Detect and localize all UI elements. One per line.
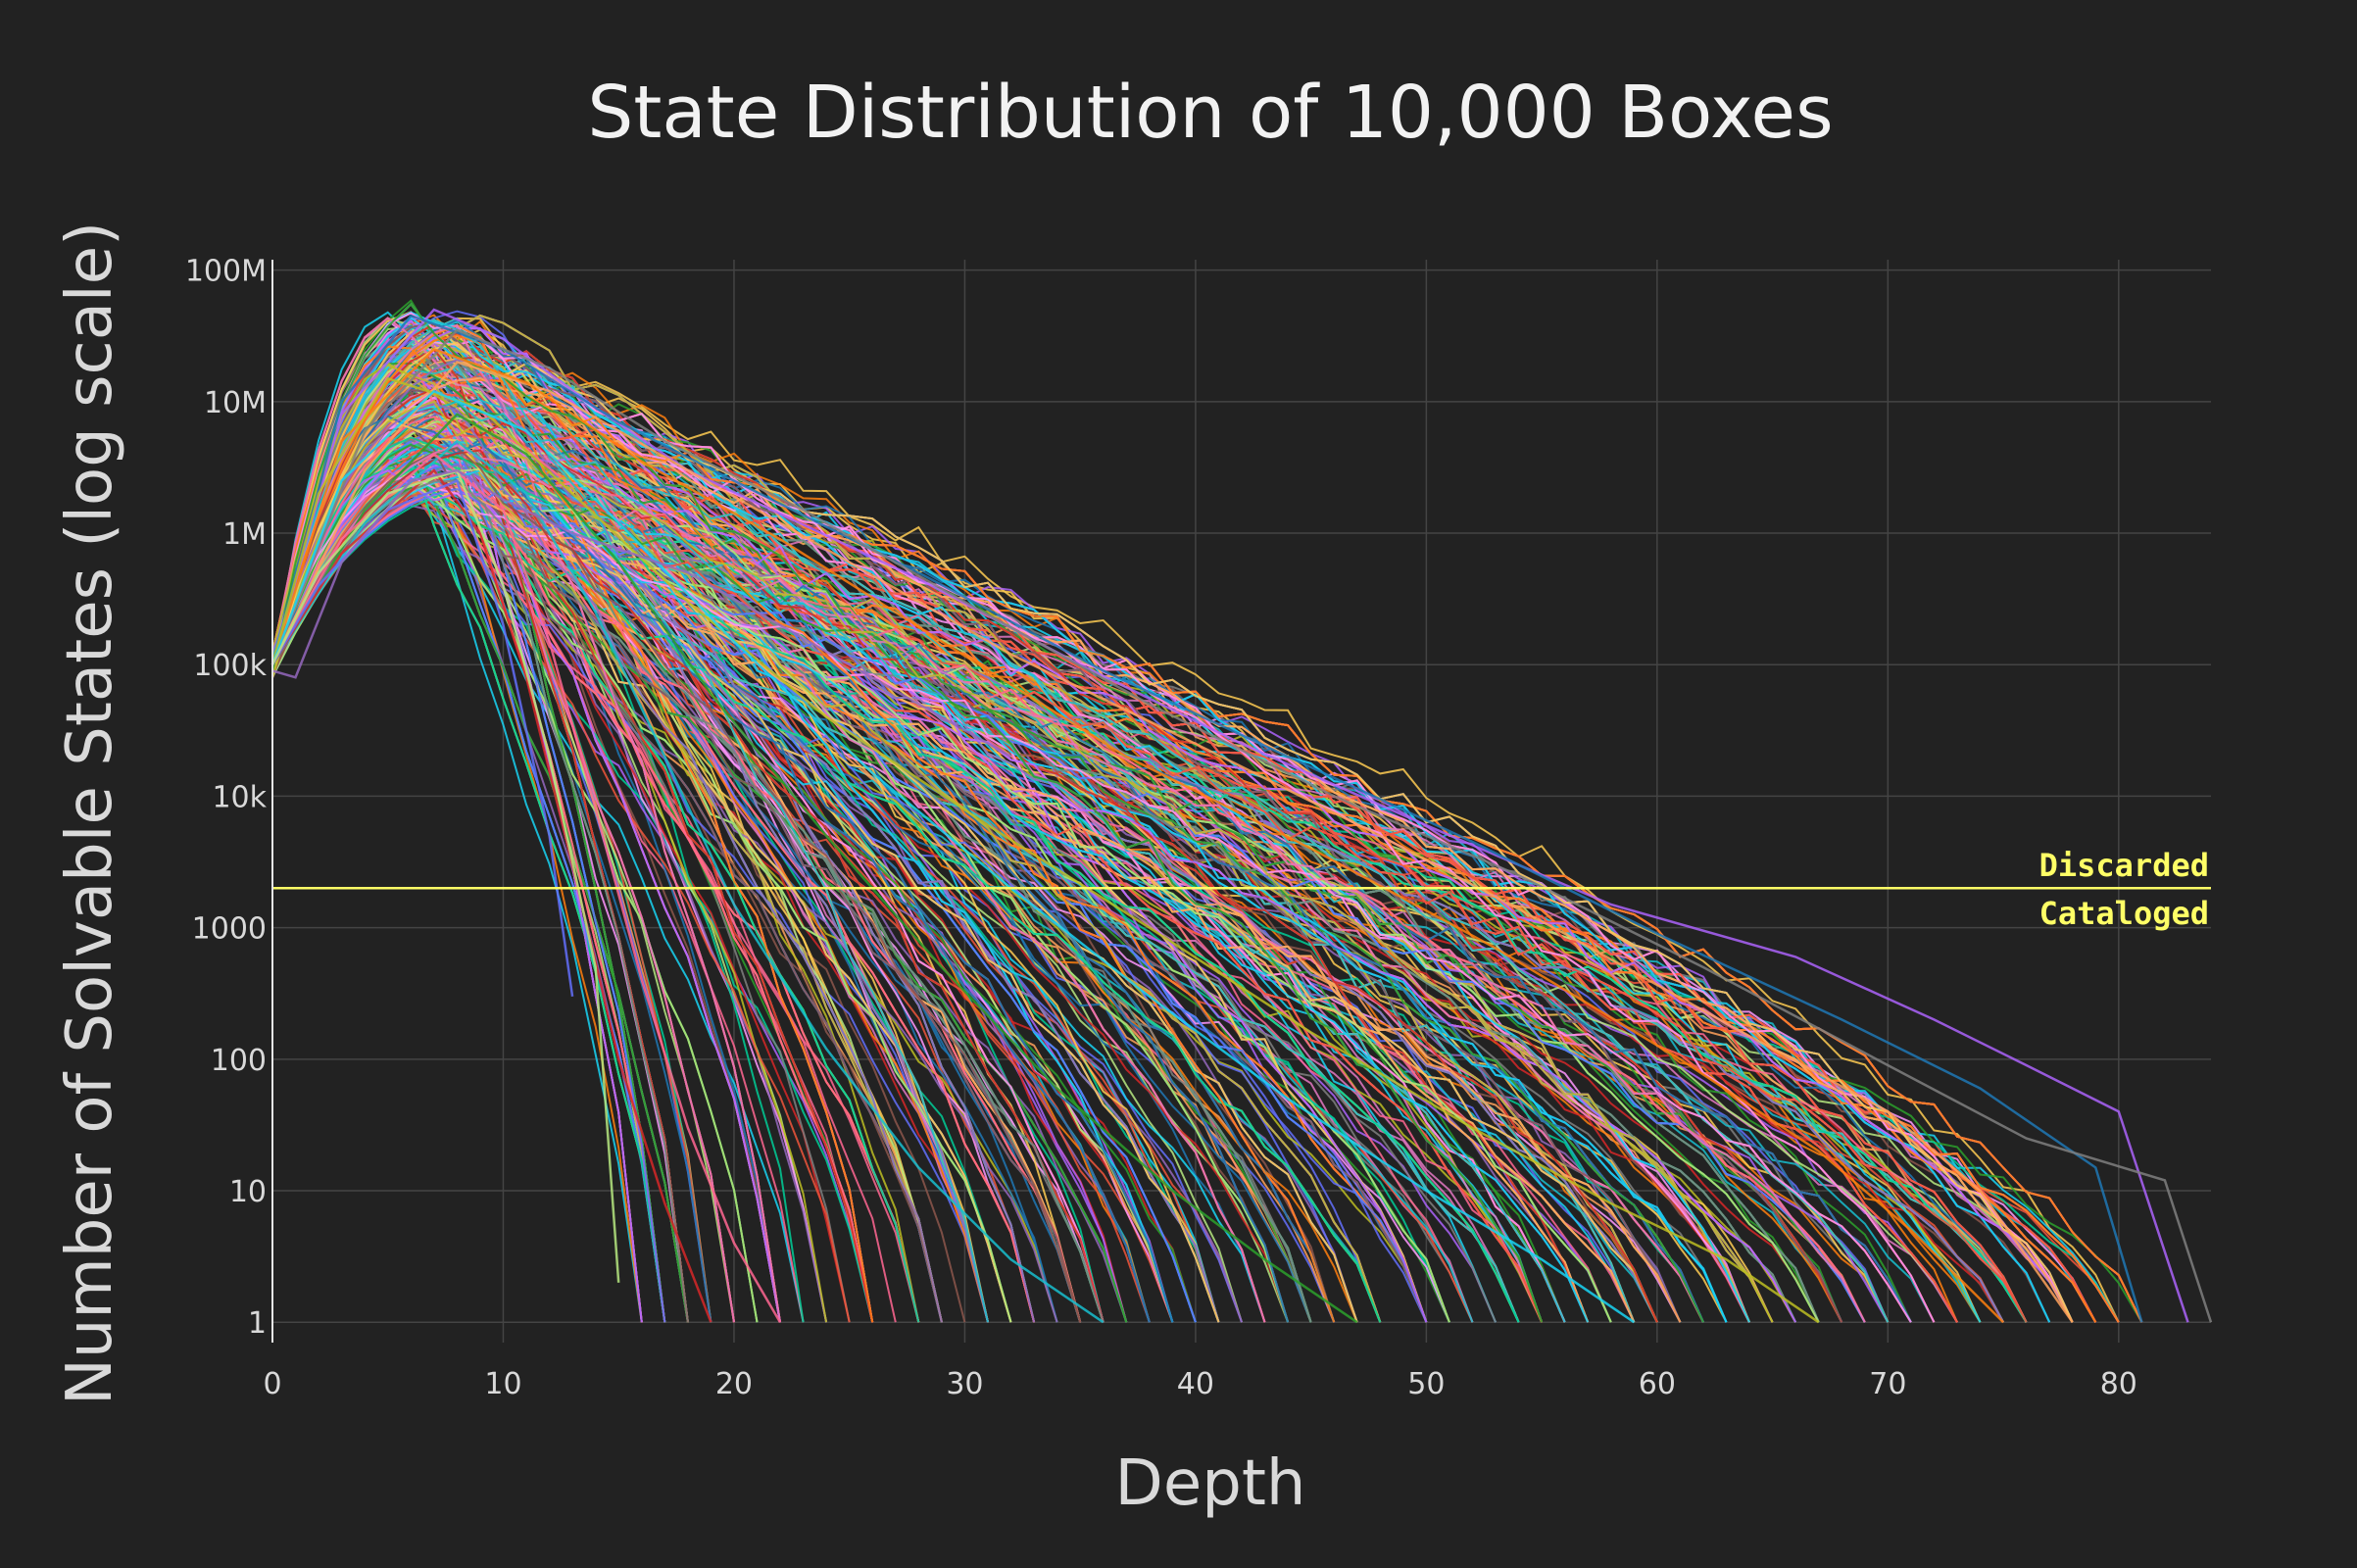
series-line	[271, 480, 1636, 1323]
series-line	[271, 400, 1774, 1323]
series-line	[270, 328, 2213, 1323]
x-tick-label: 80	[2100, 1367, 2137, 1401]
y-tick-label: 1000	[192, 912, 267, 947]
series-line	[271, 320, 1428, 1323]
series-line	[271, 418, 1220, 1323]
threshold-layer: Discarded Cataloged	[272, 847, 2211, 932]
series-line	[271, 389, 2074, 1323]
series-line	[271, 317, 1636, 1323]
series-line	[270, 439, 1105, 1324]
series-line	[271, 474, 1912, 1323]
x-tick-label: 60	[1639, 1367, 1676, 1401]
series-line	[271, 449, 1105, 1323]
series-line	[271, 449, 2097, 1323]
series-line	[271, 458, 2004, 1323]
y-axis-title: Number of Solvable States (log scale)	[54, 221, 126, 1405]
series-line	[271, 468, 1012, 759]
series-line	[271, 467, 1612, 1323]
chart-title: State Distribution of 10,000 Boxes	[587, 71, 1833, 155]
series-line	[271, 405, 1728, 1323]
series-line	[271, 466, 1382, 1323]
x-axis-title: Depth	[1115, 1447, 1306, 1520]
series-line	[270, 478, 574, 997]
series-line	[270, 376, 1820, 1324]
annotation-cataloged: Cataloged	[2039, 895, 2209, 932]
series-line	[270, 413, 1358, 1324]
series-line	[271, 438, 1797, 1323]
x-tick-label: 30	[946, 1367, 983, 1401]
y-tick-label: 1M	[222, 517, 267, 552]
series-line	[271, 443, 1866, 1323]
x-tick-label: 20	[715, 1367, 753, 1401]
series-line	[271, 433, 1544, 1323]
series-line	[271, 416, 1866, 1323]
series-line	[271, 476, 1358, 1323]
series-line	[271, 332, 1843, 1323]
annotation-discarded: Discarded	[2039, 847, 2209, 884]
series-line	[270, 360, 2074, 1323]
series-line	[271, 324, 874, 1323]
series-line	[270, 468, 620, 1283]
x-tick-label: 10	[484, 1367, 521, 1401]
y-tick-label: 100k	[193, 649, 267, 683]
x-tick-label: 50	[1407, 1367, 1445, 1401]
y-tick-label: 100M	[185, 255, 267, 289]
y-tick-label: 100	[211, 1044, 267, 1078]
y-tick-label: 10	[229, 1175, 267, 1209]
series-line	[271, 366, 1890, 1323]
x-tick-label: 40	[1177, 1367, 1214, 1401]
series-line	[271, 359, 1036, 1323]
series-line	[271, 368, 2028, 1323]
x-tick-label: 70	[1869, 1367, 1906, 1401]
series-line	[271, 400, 1566, 1323]
series-line	[271, 427, 2074, 1323]
series-line	[271, 314, 1750, 1323]
y-tick-label: 10k	[212, 780, 267, 814]
series-line	[271, 311, 1750, 1323]
y-tick-label: 10M	[204, 386, 267, 420]
axes: 0 10 20 30 40 50 60 70 80 1 10 100 1000 10k 100k 1M 10M 1…	[185, 255, 2137, 1401]
series-line	[271, 475, 1682, 1323]
y-tick-label: 1	[248, 1306, 267, 1341]
series-line	[270, 389, 1636, 1324]
series-line	[271, 324, 2120, 1323]
series-line	[270, 347, 2004, 1324]
series-line	[270, 452, 782, 1323]
series-line	[270, 314, 2143, 1323]
series-line	[271, 442, 666, 1323]
series-line	[271, 444, 1866, 1323]
series-line	[271, 362, 1382, 1323]
series-layer	[270, 299, 2213, 1324]
x-tick-label: 0	[263, 1367, 281, 1401]
